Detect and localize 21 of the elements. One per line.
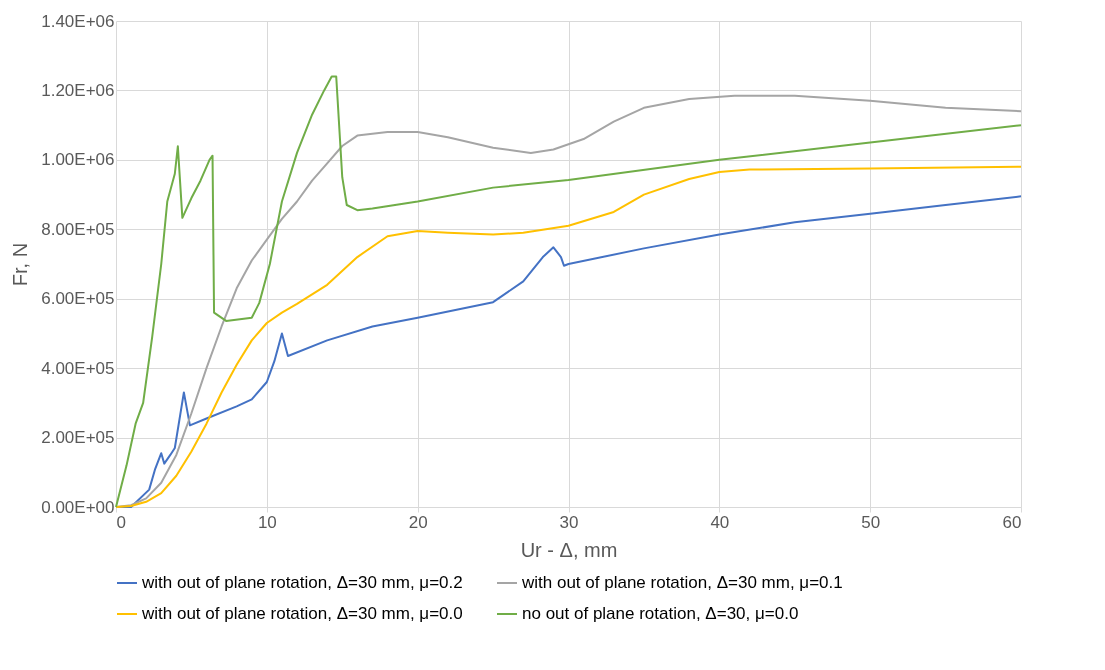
legend-label: with out of plane rotation, Δ=30 mm, μ=0.1 bbox=[521, 573, 843, 592]
x-tick-label: 0 bbox=[116, 512, 126, 532]
x-tick-label: 10 bbox=[257, 512, 277, 532]
y-tick-label: 1.40E+06 bbox=[41, 11, 115, 31]
x-tick-label: 40 bbox=[710, 512, 730, 532]
legend-label: no out of plane rotation, Δ=30, μ=0.0 bbox=[522, 604, 799, 623]
y-tick-label: 8.00E+05 bbox=[41, 219, 115, 239]
y-tick-label: 1.20E+06 bbox=[41, 80, 115, 100]
y-tick-label: 4.00E+05 bbox=[41, 358, 115, 378]
y-axis-title: Fr, N bbox=[9, 242, 32, 287]
y-tick-label: 6.00E+05 bbox=[41, 289, 115, 309]
x-tick-label: 20 bbox=[408, 512, 428, 532]
x-tick-label: 30 bbox=[559, 512, 579, 532]
x-tick-label: 50 bbox=[861, 512, 881, 532]
x-tick-label: 60 bbox=[1002, 512, 1022, 532]
legend-label: with out of plane rotation, Δ=30 mm, μ=0.2 bbox=[141, 573, 463, 592]
legend-label: with out of plane rotation, Δ=30 mm, μ=0.0 bbox=[141, 604, 463, 623]
x-axis-title: Ur - Δ, mm bbox=[520, 538, 618, 561]
y-tick-label: 0.00E+00 bbox=[41, 497, 115, 517]
y-tick-label: 2.00E+05 bbox=[41, 428, 115, 448]
y-tick-label: 1.00E+06 bbox=[41, 150, 115, 170]
